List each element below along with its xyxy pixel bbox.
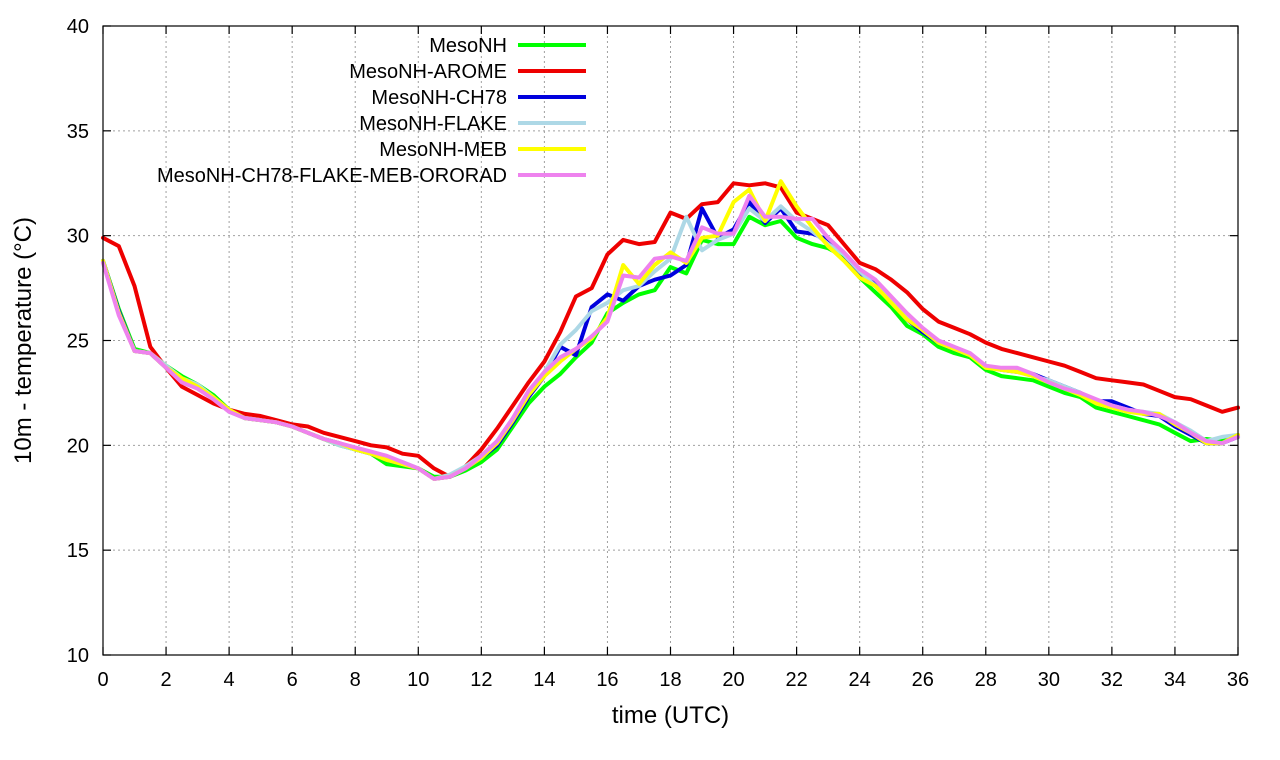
x-tick-label: 2	[160, 669, 171, 691]
x-axis-label: time (UTC)	[612, 702, 729, 729]
legend-label: MesoNH	[429, 35, 507, 57]
y-tick-label: 15	[67, 540, 89, 562]
x-tick-label: 0	[97, 669, 108, 691]
series-line	[101, 181, 1240, 479]
y-tick-label: 10	[67, 645, 89, 667]
legend-label: MesoNH-CH78-FLAKE-MEB-ORORAD	[157, 165, 507, 187]
x-tick-label: 18	[659, 669, 681, 691]
x-tick-label: 32	[1101, 669, 1123, 691]
x-tick-label: 14	[533, 669, 555, 691]
legend-label: MesoNH-MEB	[379, 139, 507, 161]
x-tick-label: 22	[785, 669, 807, 691]
legend-label: MesoNH-AROME	[349, 61, 507, 83]
x-tick-label: 12	[470, 669, 492, 691]
y-tick-label: 35	[67, 121, 89, 143]
x-tick-label: 24	[849, 669, 871, 691]
legend: MesoNH MesoNH-AROME MesoNH-CH78 MesoNH-FLAK…	[157, 35, 586, 187]
x-tick-label: 26	[912, 669, 934, 691]
legend-label: MesoNH-FLAKE	[359, 113, 507, 135]
x-tick-label: 8	[350, 669, 361, 691]
legend-label: MesoNH-CH78	[371, 87, 507, 109]
y-axis-label: 10m - temperature (°C)	[10, 217, 37, 464]
x-tick-label: 36	[1227, 669, 1249, 691]
series-line	[101, 179, 1240, 481]
x-tick-label: 28	[975, 669, 997, 691]
series-layer	[101, 179, 1240, 481]
series-line	[101, 193, 1240, 481]
x-tick-label: 20	[722, 669, 744, 691]
x-tick-label: 4	[224, 669, 235, 691]
y-tick-label: 30	[67, 226, 89, 248]
x-tick-label: 34	[1164, 669, 1186, 691]
axis-ticks: 0 2 4 6 8 10 12 14 16 18 20 22 24 26 28 30 32 34 361015202…	[67, 16, 1249, 691]
y-tick-label: 25	[67, 331, 89, 353]
x-tick-label: 10	[407, 669, 429, 691]
x-tick-label: 30	[1038, 669, 1060, 691]
x-tick-label: 6	[287, 669, 298, 691]
y-tick-label: 40	[67, 16, 89, 38]
x-tick-label: 16	[596, 669, 618, 691]
y-tick-label: 20	[67, 435, 89, 457]
grid	[103, 26, 1238, 655]
